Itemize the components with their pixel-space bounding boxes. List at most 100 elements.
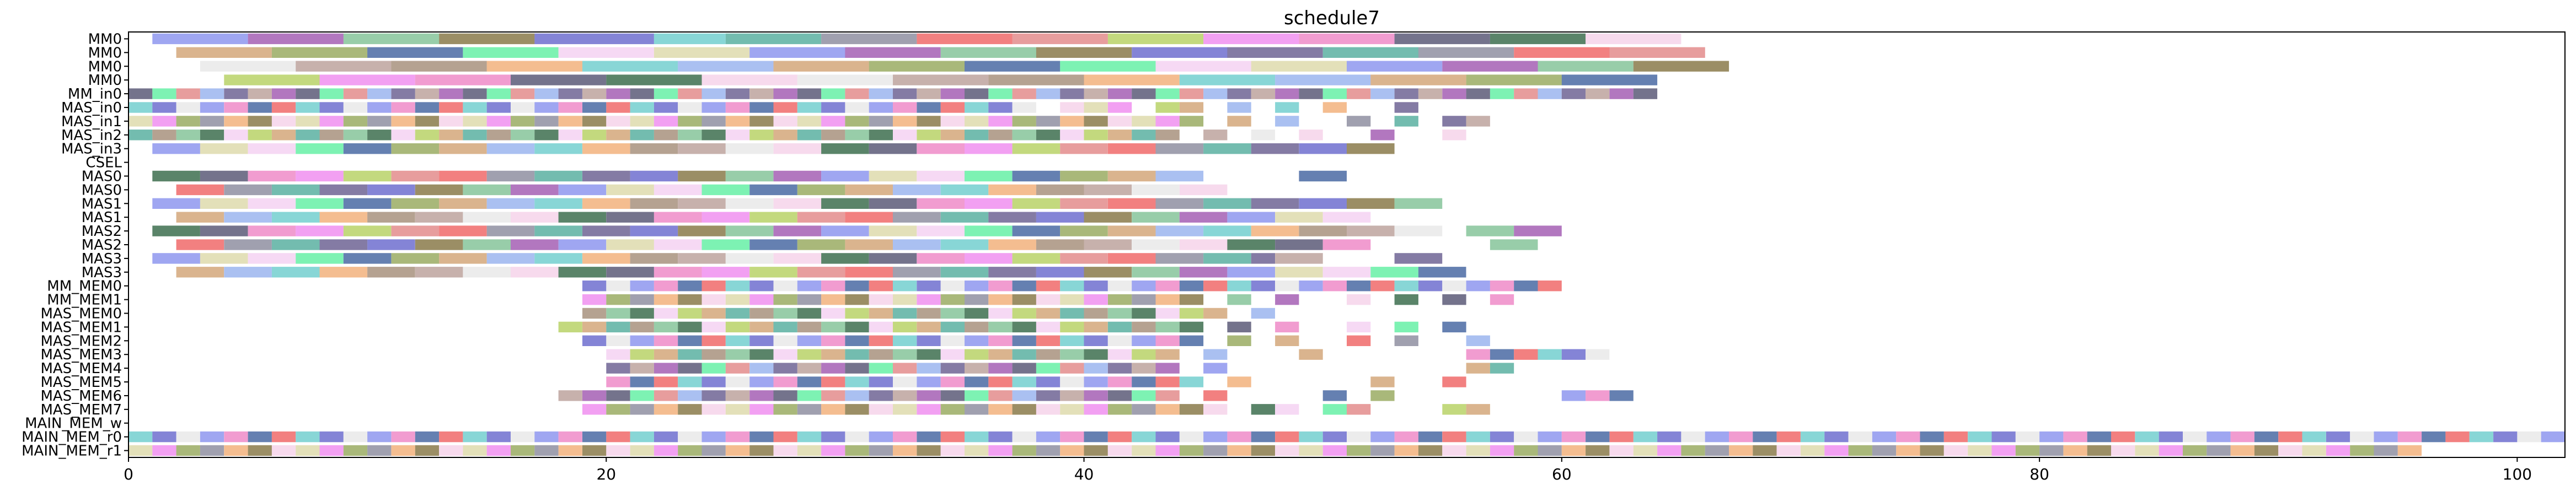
- gantt-bar: [917, 431, 941, 443]
- gantt-bar: [988, 184, 1036, 196]
- gantt-bar: [1132, 363, 1156, 374]
- gantt-bar: [1060, 431, 1084, 443]
- y-tick-label: MAS_MEM4: [40, 360, 122, 377]
- gantt-bar: [486, 143, 535, 154]
- gantt-bar: [367, 116, 392, 127]
- gantt-bar: [582, 321, 607, 333]
- gantt-bar: [749, 184, 797, 196]
- gantt-bar: [1227, 431, 1251, 443]
- gantt-bar: [1107, 102, 1132, 113]
- gantt-bar: [1179, 116, 1204, 127]
- gantt-bar: [1872, 445, 1897, 456]
- gantt-bar: [1036, 321, 1061, 333]
- gantt-bar: [1060, 116, 1084, 127]
- gantt-bar: [1155, 335, 1180, 346]
- gantt-bar: [869, 281, 893, 292]
- gantt-bar: [821, 281, 845, 292]
- gantt-bar: [1442, 321, 1466, 333]
- gantt-bar: [1227, 321, 1251, 333]
- gantt-bar: [1155, 116, 1180, 127]
- gantt-bar: [319, 130, 344, 141]
- gantt-bar: [701, 390, 726, 401]
- gantt-bar: [869, 225, 917, 236]
- gantt-bar: [534, 445, 559, 456]
- gantt-bar: [630, 130, 654, 141]
- gantt-bar: [821, 321, 845, 333]
- gantt-bar: [2541, 431, 2565, 443]
- gantt-bar: [606, 349, 630, 360]
- gantt-bar: [1060, 349, 1084, 360]
- gantt-bar: [200, 116, 224, 127]
- gantt-bar: [606, 308, 630, 319]
- gantt-bar: [1347, 445, 1371, 456]
- gantt-bar: [343, 170, 392, 182]
- gantt-bar: [1370, 130, 1395, 141]
- gantt-bar: [1920, 445, 1944, 456]
- gantt-bar: [439, 143, 487, 154]
- gantt-bar: [1275, 253, 1323, 264]
- gantt-bar: [511, 431, 535, 443]
- gantt-bar: [630, 281, 654, 292]
- gantt-bar: [1561, 431, 1586, 443]
- gantt-bar: [845, 363, 869, 374]
- gantt-bar: [1633, 431, 1658, 443]
- gantt-bar: [845, 390, 869, 401]
- gantt-bar: [701, 88, 726, 99]
- gantt-bar: [224, 102, 248, 113]
- gantt-bar: [940, 376, 965, 387]
- gantt-bar: [1561, 74, 1658, 85]
- gantt-bar: [439, 33, 535, 45]
- gantt-bar: [248, 170, 296, 182]
- gantt-bar: [1132, 431, 1156, 443]
- gantt-bar: [940, 294, 965, 305]
- gantt-bar: [1370, 74, 1466, 85]
- gantt-bar: [128, 445, 153, 456]
- y-tick-label: MAS_in2: [61, 127, 122, 144]
- gantt-bar: [1538, 349, 1562, 360]
- gantt-bar: [1179, 404, 1204, 415]
- x-tick-label: 40: [1074, 465, 1094, 483]
- gantt-bar: [271, 431, 296, 443]
- gantt-bar: [1012, 335, 1036, 346]
- gantt-bar: [893, 130, 917, 141]
- gantt-bar: [1633, 445, 1658, 456]
- gantt-bar: [797, 184, 845, 196]
- gantt-bar: [869, 308, 893, 319]
- gantt-bar: [558, 184, 607, 196]
- gantt-bar: [1370, 281, 1395, 292]
- gantt-bar: [1275, 88, 1299, 99]
- gantt-bar: [725, 308, 750, 319]
- gantt-bar: [821, 102, 845, 113]
- gantt-bar: [1179, 88, 1204, 99]
- gantt-bar: [845, 88, 869, 99]
- gantt-bar: [940, 363, 965, 374]
- gantt-bar: [2087, 445, 2111, 456]
- gantt-bar: [1370, 445, 1395, 456]
- gantt-bar: [582, 198, 630, 209]
- gantt-bar: [701, 212, 750, 223]
- gantt-bar: [725, 445, 750, 456]
- gantt-bar: [1275, 335, 1299, 346]
- gantt-bar: [869, 198, 917, 209]
- gantt-bar: [1466, 281, 1490, 292]
- gantt-bar: [893, 102, 917, 113]
- gantt-bar: [1275, 404, 1299, 415]
- gantt-bar: [749, 335, 774, 346]
- gantt-bar: [1036, 116, 1061, 127]
- gantt-bar: [415, 212, 463, 223]
- gantt-bar: [1586, 88, 1610, 99]
- gantt-bar: [1466, 335, 1490, 346]
- y-tick-label: MAS2: [82, 237, 122, 254]
- gantt-bar: [869, 130, 893, 141]
- gantt-bar: [1609, 445, 1634, 456]
- x-tick-label: 20: [596, 465, 616, 483]
- gantt-bar: [1251, 404, 1275, 415]
- gantt-bar: [1203, 88, 1228, 99]
- gantt-bar: [893, 390, 917, 401]
- gantt-bar: [1107, 335, 1132, 346]
- gantt-bar: [2278, 431, 2302, 443]
- gantt-bar: [248, 88, 272, 99]
- y-tick-label: MAS_MEM0: [40, 306, 122, 322]
- gantt-bar: [367, 130, 392, 141]
- gantt-bar: [773, 198, 822, 209]
